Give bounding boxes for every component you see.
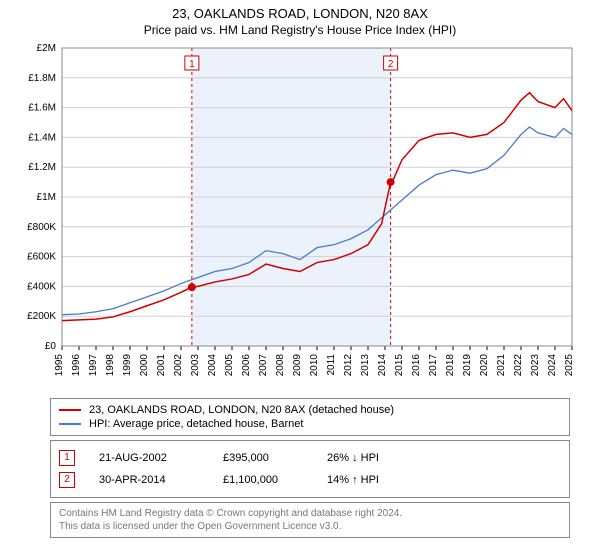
svg-text:2004: 2004 [207,354,218,377]
sale-date-1: 21-AUG-2002 [99,452,199,464]
svg-text:£2M: £2M [37,43,56,54]
sale-row-2: 2 30-APR-2014 £1,100,000 14% ↑ HPI [59,469,561,491]
sale-diff-1: 26% ↓ HPI [327,452,417,464]
svg-text:2015: 2015 [394,354,405,377]
chart-container: 23, OAKLANDS ROAD, LONDON, N20 8AX Price… [0,0,600,560]
sale-marker-1: 1 [59,450,75,466]
svg-text:£1.4M: £1.4M [28,133,56,144]
svg-text:£800K: £800K [27,222,56,233]
chart-title: 23, OAKLANDS ROAD, LONDON, N20 8AX Price… [0,0,600,38]
legend-label-hpi: HPI: Average price, detached house, Barn… [89,418,303,430]
svg-text:2: 2 [388,59,394,70]
svg-text:2003: 2003 [190,354,201,377]
svg-text:2006: 2006 [241,354,252,377]
svg-text:2010: 2010 [309,354,320,377]
svg-text:2008: 2008 [275,354,286,377]
svg-text:1: 1 [189,59,195,70]
chart-svg: £0 £200K £400K £600K £800K £1M £1.2M £1.4M £1.6M… [20,42,580,392]
svg-text:2021: 2021 [496,354,507,377]
svg-text:2020: 2020 [479,354,490,377]
sale-row-1: 1 21-AUG-2002 £395,000 26% ↓ HPI [59,447,561,469]
legend-row-1: 23, OAKLANDS ROAD, LONDON, N20 8AX (deta… [59,403,561,417]
legend-swatch-hpi [59,423,81,425]
svg-text:2014: 2014 [377,354,388,377]
sale-marker-2: 2 [59,472,75,488]
title-line1: 23, OAKLANDS ROAD, LONDON, N20 8AX [0,6,600,23]
svg-text:2000: 2000 [139,354,150,377]
attribution: Contains HM Land Registry data © Crown c… [50,502,570,538]
svg-text:£600K: £600K [27,252,56,263]
svg-text:2013: 2013 [360,354,371,377]
svg-text:2025: 2025 [564,354,575,377]
svg-text:2019: 2019 [462,354,473,377]
svg-text:2017: 2017 [428,354,439,377]
svg-text:1997: 1997 [88,354,99,377]
sales-table: 1 21-AUG-2002 £395,000 26% ↓ HPI 2 30-AP… [50,440,570,498]
svg-text:£1.2M: £1.2M [28,163,56,174]
svg-text:£1.6M: £1.6M [28,103,56,114]
svg-text:1998: 1998 [105,354,116,377]
svg-text:£400K: £400K [27,282,56,293]
svg-text:1995: 1995 [54,354,65,377]
legend: 23, OAKLANDS ROAD, LONDON, N20 8AX (deta… [50,398,570,436]
sale-price-1: £395,000 [223,452,303,464]
svg-text:£1M: £1M [37,192,56,203]
svg-text:2024: 2024 [547,354,558,377]
svg-text:2007: 2007 [258,354,269,377]
chart-area: £0 £200K £400K £600K £800K £1M £1.2M £1.4M £1.6M… [20,42,580,392]
svg-text:2009: 2009 [292,354,303,377]
svg-text:1996: 1996 [71,354,82,377]
sale-date-2: 30-APR-2014 [99,474,199,486]
svg-text:2002: 2002 [173,354,184,377]
svg-text:2012: 2012 [343,354,354,377]
legend-swatch-property [59,409,81,411]
sale-price-2: £1,100,000 [223,474,303,486]
title-line2: Price paid vs. HM Land Registry's House … [0,23,600,39]
svg-text:2005: 2005 [224,354,235,377]
sale-diff-2: 14% ↑ HPI [327,474,417,486]
legend-label-property: 23, OAKLANDS ROAD, LONDON, N20 8AX (deta… [89,404,394,416]
svg-text:£0: £0 [45,341,57,352]
attribution-line2: This data is licensed under the Open Gov… [59,520,561,533]
legend-row-2: HPI: Average price, detached house, Barn… [59,417,561,431]
svg-text:2023: 2023 [530,354,541,377]
svg-text:£1.8M: £1.8M [28,73,56,84]
svg-text:2011: 2011 [326,354,337,376]
svg-text:2001: 2001 [156,354,167,377]
attribution-line1: Contains HM Land Registry data © Crown c… [59,507,561,520]
svg-text:2018: 2018 [445,354,456,377]
svg-text:1999: 1999 [122,354,133,377]
svg-text:2022: 2022 [513,354,524,377]
svg-text:2016: 2016 [411,354,422,377]
svg-text:£200K: £200K [27,312,56,323]
